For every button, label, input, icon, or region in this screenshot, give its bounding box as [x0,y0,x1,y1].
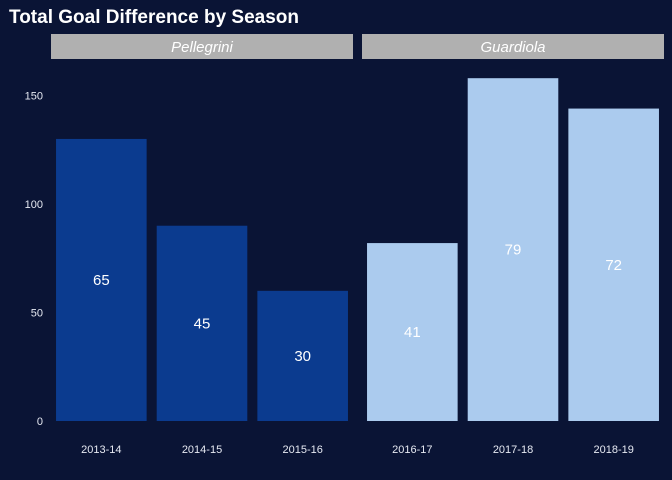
bar-value-label: 45 [194,315,211,332]
panel-guardiola: Guardiola 41 2016-17 79 2017-18 72 2018-19 [362,34,664,456]
y-tick-label: 150 [25,91,43,103]
y-tick-label: 0 [37,416,43,428]
x-tick-label: 2014-15 [182,444,222,456]
facet-strip [51,34,353,59]
y-tick-label: 50 [31,308,43,320]
bar-value-label: 41 [404,324,421,341]
bar [257,290,348,421]
facet-strip-label: Pellegrini [171,39,233,56]
bar [367,243,458,421]
x-tick-label: 2018-19 [593,444,633,456]
chart-title: Total Goal Difference by Season [9,7,299,28]
panels: Pellegrini 65 2013-14 45 2014-15 30 2015-16 Gua… [51,34,664,456]
bar-value-label: 30 [294,348,311,365]
facet-strip [362,34,664,59]
bar [156,225,248,421]
bar [467,78,559,422]
facet-strip-label: Guardiola [480,39,545,56]
bar-value-label: 72 [605,257,622,274]
bar-value-label: 65 [93,272,110,289]
y-tick-label: 100 [25,199,43,211]
x-tick-label: 2017-18 [493,444,533,456]
panel-pellegrini: Pellegrini 65 2013-14 45 2014-15 30 2015-16 [51,34,353,456]
bar [568,108,659,422]
x-tick-label: 2016-17 [392,444,432,456]
x-tick-label: 2013-14 [81,444,121,456]
x-tick-label: 2015-16 [282,444,322,456]
bar-value-label: 79 [505,242,522,259]
bar [56,138,147,421]
y-axis: 0 50 100 150 [25,91,43,428]
